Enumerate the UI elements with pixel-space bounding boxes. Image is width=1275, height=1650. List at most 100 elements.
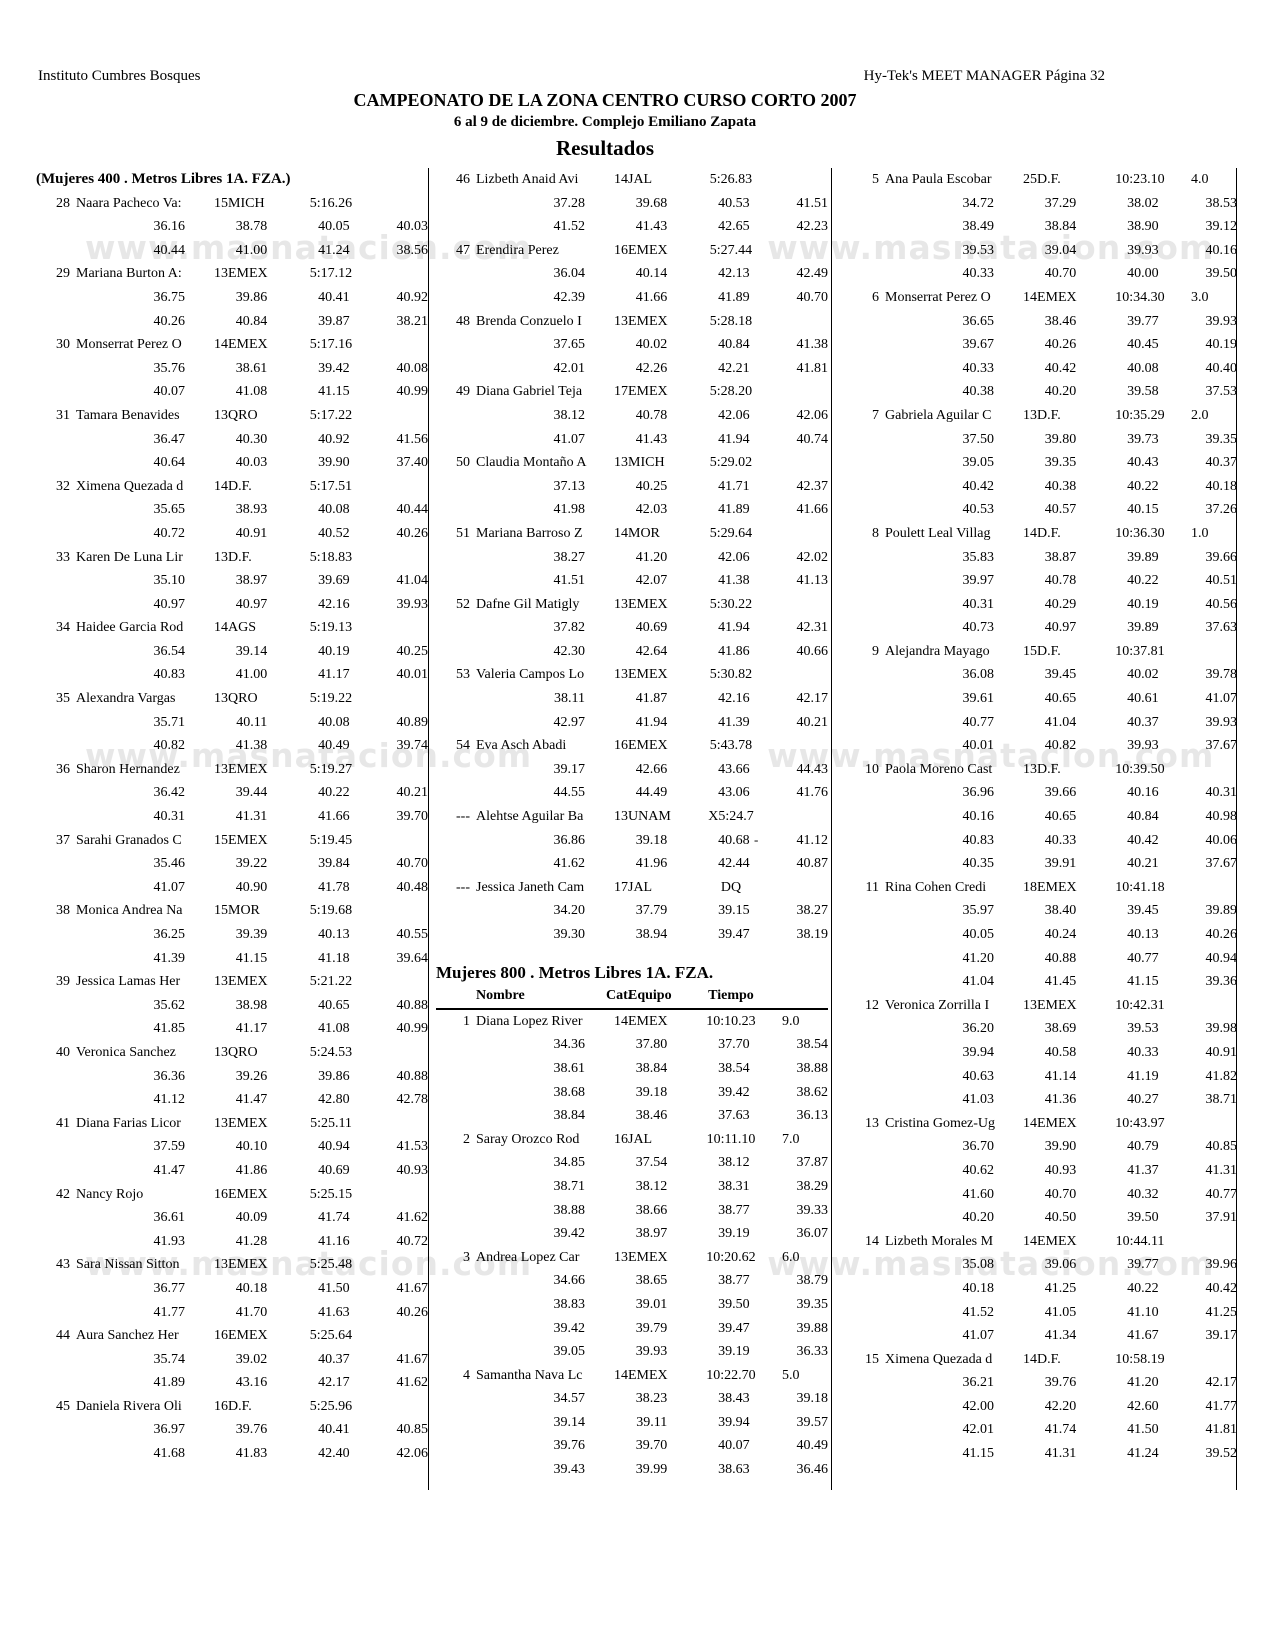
split-time: 41.15 <box>962 1446 994 1462</box>
split-row: 37.82 40.69 41.94 42.31 <box>436 616 828 640</box>
split-time: 40.94 <box>1205 950 1237 966</box>
split-time: 38.93 <box>235 502 268 518</box>
split-time: 40.16 <box>962 809 994 825</box>
split-time: 41.39 <box>153 950 185 966</box>
split-time: 40.18 <box>235 1280 268 1296</box>
age-cell: 15 <box>214 903 228 919</box>
team-cell: AGS <box>228 620 257 636</box>
split-row: 36.47 40.30 40.92 41.56 <box>36 428 428 452</box>
split-time: 39.73 <box>1127 431 1159 447</box>
split-time: 37.59 <box>153 1139 185 1155</box>
split-time: 40.65 <box>318 997 350 1013</box>
rank-cell: --- <box>456 809 470 825</box>
split-time: 41.86 <box>235 1162 268 1178</box>
split-time: 39.53 <box>1127 1021 1159 1037</box>
split-time: 39.18 <box>635 832 668 848</box>
swimmer-name-cell: Samantha Nava Lc <box>476 1367 583 1383</box>
split-time: 38.98 <box>235 997 268 1013</box>
split-time: 38.62 <box>796 1084 828 1100</box>
split-time: 37.91 <box>1205 1210 1237 1226</box>
split-time: 40.44 <box>153 242 185 258</box>
result-row: 29 Mariana Burton A: 13 EMEX 5:17.12 <box>36 262 428 286</box>
split-time: 41.74 <box>1044 1422 1077 1438</box>
split-time: 38.79 <box>796 1273 828 1289</box>
split-time: 39.97 <box>962 573 994 589</box>
split-time: 39.91 <box>1044 856 1077 872</box>
split-time: 37.29 <box>1044 195 1077 211</box>
split-time: 41.25 <box>1205 1304 1237 1320</box>
split-time: 39.90 <box>1044 1139 1077 1155</box>
split-time: 41.60 <box>962 1186 994 1202</box>
split-row: 40.83 41.00 41.17 40.01 <box>36 663 428 687</box>
team-cell: EMEX <box>628 384 668 400</box>
split-time: 39.22 <box>235 856 268 872</box>
rank-cell: 33 <box>56 549 70 565</box>
split-time: 39.19 <box>718 1344 750 1360</box>
split-time: 40.03 <box>396 219 428 235</box>
points-cell <box>1185 1348 1237 1372</box>
split-time: 39.58 <box>1127 384 1159 400</box>
split-time: 41.07 <box>1205 691 1237 707</box>
time-cell: 5:25.15 <box>309 1186 353 1202</box>
split-time: 38.27 <box>553 549 585 565</box>
split-time: 42.07 <box>635 573 668 589</box>
split-time: 41.76 <box>796 785 828 801</box>
split-time: 39.70 <box>396 809 428 825</box>
split-time: 36.75 <box>153 289 185 305</box>
team-cell: JAL <box>628 1131 653 1147</box>
points-cell <box>376 1253 428 1277</box>
split-row: 35.71 40.11 40.08 40.89 <box>36 711 428 735</box>
split-row: 40.07 41.08 41.15 40.99 <box>36 380 428 404</box>
split-time: 34.20 <box>553 903 585 919</box>
split-time: 40.22 <box>1127 1280 1159 1296</box>
split-time: 41.17 <box>235 1021 268 1037</box>
points-cell <box>1185 1230 1237 1254</box>
rank-cell: 47 <box>456 242 470 258</box>
split-time: 36.65 <box>962 313 994 329</box>
split-time: 40.97 <box>1044 620 1077 636</box>
rank-cell: 4 <box>463 1367 470 1383</box>
result-entry: 52 Dafne Gil Matigly 13 EMEX 5:30.22 37.82 40.… <box>436 593 828 664</box>
result-row: --- Jessica Janeth Cam 17 JAL DQ <box>436 876 828 900</box>
age-cell: 13 <box>1023 407 1037 423</box>
time-cell: 5:17.12 <box>309 266 353 282</box>
split-time: 40.21 <box>796 714 828 730</box>
split-time: 41.67 <box>396 1280 428 1296</box>
split-time: 36.46 <box>796 1462 828 1478</box>
result-entry: 29 Mariana Burton A: 13 EMEX 5:17.12 36.75 39.… <box>36 262 428 333</box>
split-time: 40.37 <box>1127 714 1159 730</box>
split-time: 40.02 <box>1127 667 1159 683</box>
rank-cell: 3 <box>463 1249 470 1265</box>
split-time: 40.51 <box>1205 573 1237 589</box>
split-time: 37.82 <box>553 620 585 636</box>
split-time: 40.29 <box>1044 596 1077 612</box>
split-time: 41.94 <box>635 714 668 730</box>
swimmer-name-cell: Nombre <box>476 988 525 1004</box>
split-time: 40.22 <box>1127 573 1159 589</box>
event-heading: (Mujeres 400 . Metros Libres 1A. FZA.) <box>36 171 291 187</box>
team-cell: MICH <box>228 195 265 211</box>
result-entry: 48 Brenda Conzuelo I 13 EMEX 5:28.18 37.65 40.… <box>436 310 828 381</box>
split-time: 39.05 <box>553 1344 585 1360</box>
team-cell: UNAM <box>628 809 671 825</box>
split-time: 40.77 <box>1127 950 1159 966</box>
split-time: 35.76 <box>153 360 185 376</box>
swimmer-name-cell: Ximena Quezada d <box>885 1351 993 1367</box>
swimmer-name-cell: Eva Asch Abadi <box>476 738 567 754</box>
rank-cell: 31 <box>56 407 70 423</box>
split-row: 40.97 40.97 42.16 39.93 <box>36 593 428 617</box>
team-cell: EMEX <box>228 337 268 353</box>
split-time: 39.98 <box>1205 1021 1237 1037</box>
split-time: 42.39 <box>553 289 585 305</box>
split-time: 40.52 <box>318 525 350 541</box>
time-cell: 5:17.22 <box>309 407 353 423</box>
split-time: 41.62 <box>553 856 585 872</box>
split-row: 39.14 39.11 39.94 39.57 <box>436 1411 828 1435</box>
split-time: 40.08 <box>318 714 350 730</box>
time-cell: 5:19.13 <box>309 620 353 636</box>
split-time: 40.61 <box>1127 691 1159 707</box>
split-row: 40.77 41.04 40.37 39.93 <box>845 711 1237 735</box>
split-time: 40.45 <box>1127 337 1159 353</box>
split-time: 36.04 <box>553 266 585 282</box>
time-cell: 5:29.64 <box>709 525 753 541</box>
